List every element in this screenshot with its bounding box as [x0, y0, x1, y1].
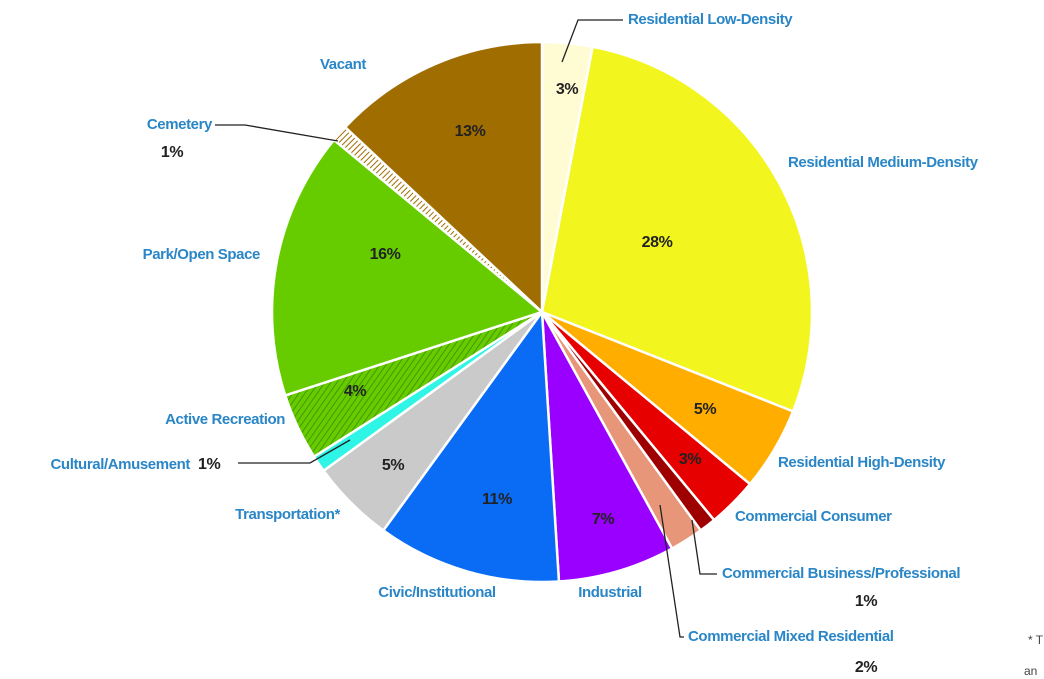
- slice-label: Cultural/Amusement: [51, 456, 191, 473]
- slice-label: Industrial: [578, 584, 642, 601]
- slice-label: Commercial Business/Professional: [722, 565, 960, 582]
- value-label: 11%: [482, 491, 512, 508]
- footnote: * T: [1028, 633, 1044, 647]
- slice-label: Residential Low-Density: [628, 11, 793, 28]
- leader-line: [659, 504, 684, 638]
- leader-line: [691, 519, 717, 575]
- slice-label: Cemetery: [147, 116, 213, 133]
- value-label: 1%: [161, 144, 183, 161]
- pie-slice: [270, 138, 545, 398]
- value-label: 16%: [370, 246, 401, 263]
- leader-line: [561, 19, 623, 63]
- pie-slice: [540, 311, 674, 583]
- pie-slice: [343, 40, 544, 315]
- slice-label: Active Recreation: [165, 411, 285, 428]
- value-label: 4%: [344, 383, 366, 400]
- pie-slice: [540, 45, 814, 414]
- leader-line: [215, 124, 339, 142]
- value-label: 2%: [855, 659, 877, 676]
- value-label: 1%: [855, 593, 877, 610]
- slice-label: Residential Medium-Density: [788, 154, 979, 171]
- slice-label: Park/Open Space: [143, 246, 260, 263]
- slice-label: Civic/Institutional: [378, 584, 496, 601]
- leader-line: [238, 439, 351, 464]
- slice-label: Vacant: [320, 56, 366, 73]
- value-label: 7%: [592, 511, 614, 528]
- slice-label: Commercial Mixed Residential: [688, 628, 894, 645]
- value-label: 28%: [642, 234, 673, 251]
- pie-slice: [381, 308, 561, 584]
- value-label: 13%: [455, 123, 486, 140]
- slice-label: Residential High-Density: [778, 454, 946, 471]
- slice-label: Commercial Consumer: [735, 508, 892, 525]
- footnote: an: [1024, 664, 1037, 678]
- value-label: 5%: [382, 457, 404, 474]
- value-label: 3%: [679, 451, 701, 468]
- value-label: 5%: [694, 401, 716, 418]
- value-label: 3%: [556, 81, 578, 98]
- slice-label: Transportation*: [235, 506, 340, 523]
- value-label: 1%: [198, 456, 220, 473]
